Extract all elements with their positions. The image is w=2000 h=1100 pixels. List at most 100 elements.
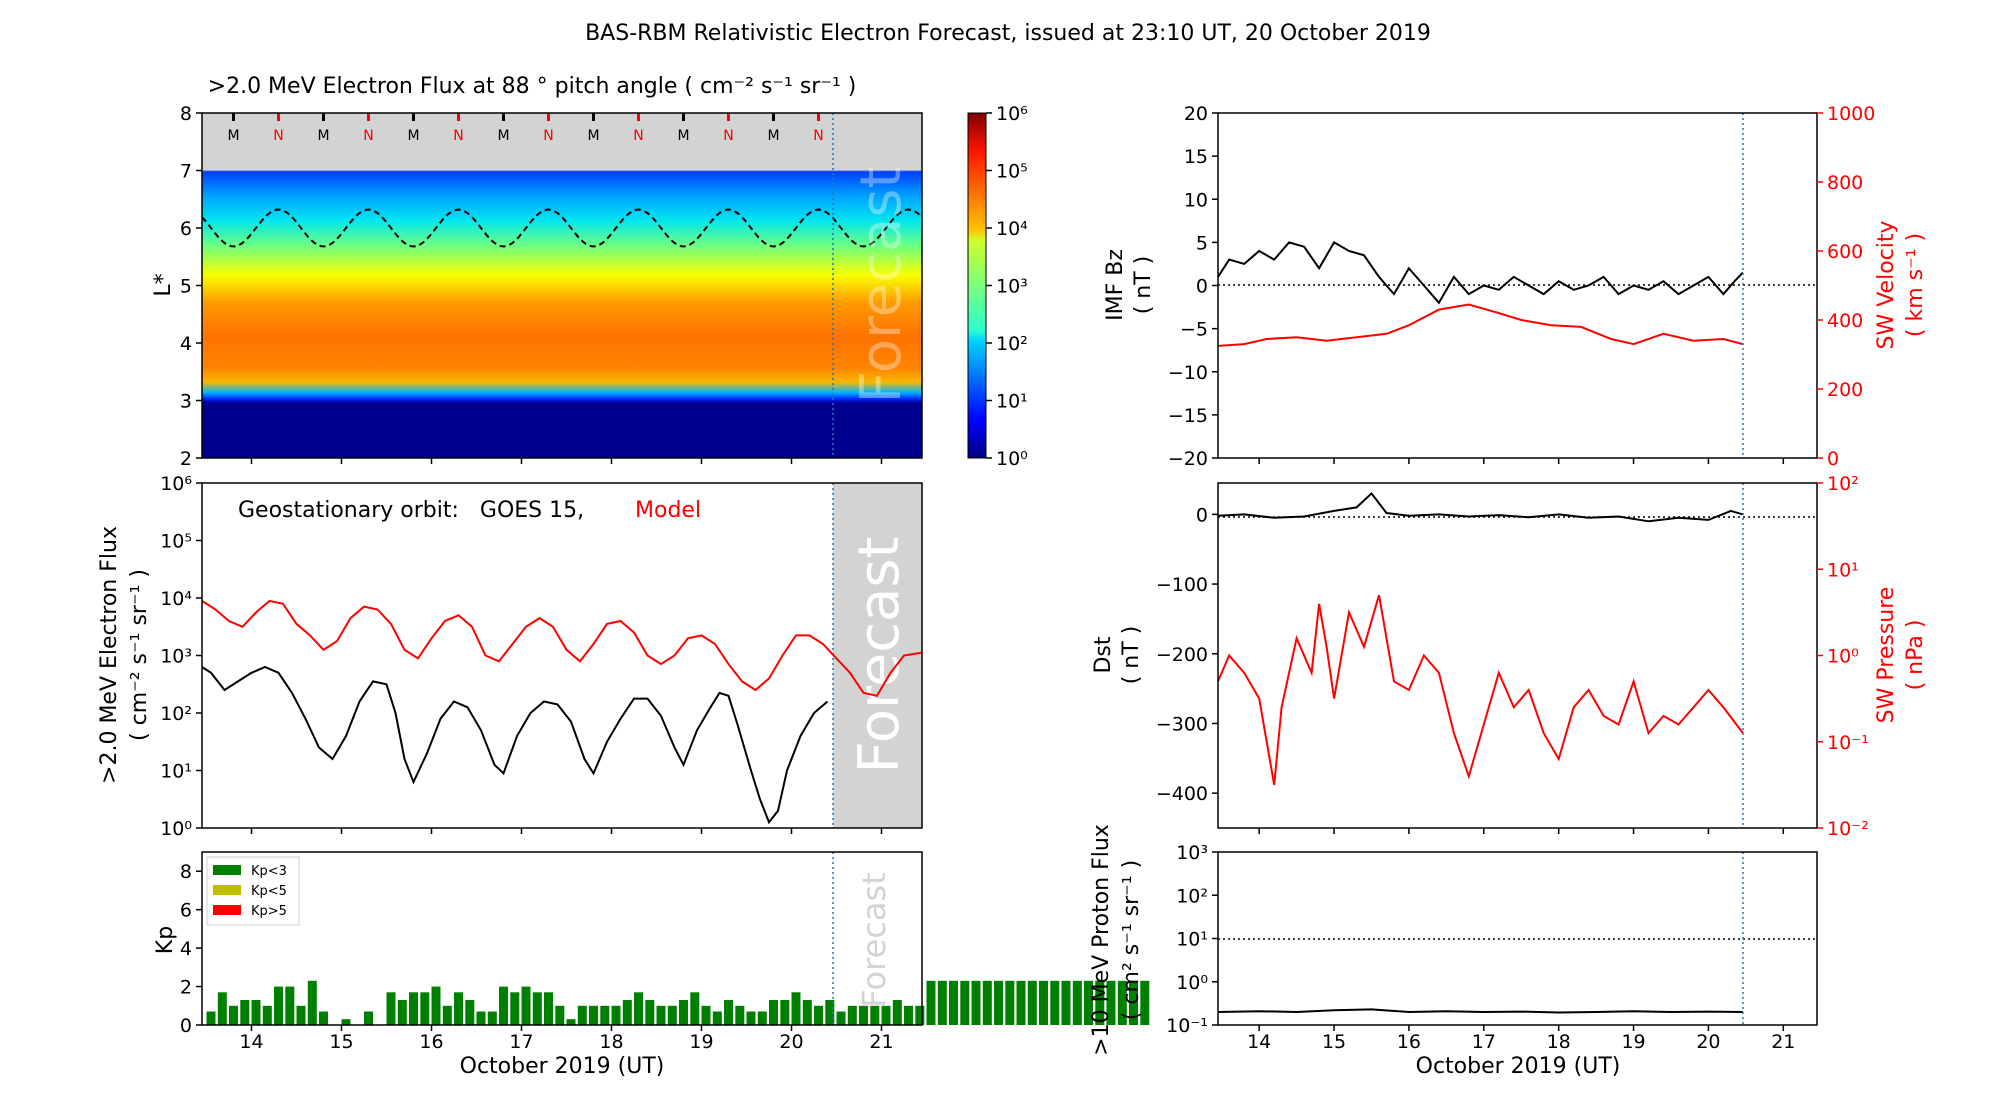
kp-bar <box>409 992 418 1025</box>
orbit-marker-label: N <box>813 128 823 144</box>
kp-bar <box>1129 980 1138 1025</box>
geo-model-line <box>201 599 923 697</box>
orbit-marker-label: N <box>453 128 463 144</box>
proton-frame <box>1217 851 1818 1026</box>
kp-bar <box>960 980 970 1025</box>
kp-bar <box>814 1005 823 1025</box>
kp-bar <box>397 1000 407 1025</box>
orbit-marker-label: N <box>363 128 373 144</box>
figure-title: BAS-RBM Relativistic Electron Forecast, … <box>585 21 1431 46</box>
x-tick-label-right: 18 <box>1547 1031 1571 1053</box>
geo-y-tick-label: 10¹ <box>160 761 192 783</box>
kp-bar <box>679 1000 688 1025</box>
kp-bar <box>364 1011 373 1025</box>
sw-pressure-line <box>1217 594 1744 786</box>
colorbar-tick-label: 10⁴ <box>996 218 1028 240</box>
kp-bar <box>1061 980 1071 1025</box>
proton-y-tick-label: 10² <box>1176 885 1208 907</box>
kp-legend-swatch <box>213 865 241 875</box>
geo-y-tick-label: 10³ <box>160 646 192 668</box>
x-tick-label-right: 17 <box>1472 1031 1496 1053</box>
sw-velocity-y-ticks-right: 0 200 400 600 800 1000 <box>1817 103 1875 470</box>
kp-bar <box>904 1005 913 1025</box>
bz-y-ticks-left: −20 −15 −10 −5 0 5 10 15 20 <box>1168 103 1218 470</box>
geo-ylabel-units: ( cm⁻² s⁻¹ sr⁻¹ ) <box>127 569 152 741</box>
kp-bar <box>712 1011 722 1025</box>
kp-bar <box>982 980 992 1025</box>
kp-bar <box>1140 980 1150 1025</box>
kp-bar <box>1117 980 1127 1025</box>
kp-bars <box>206 980 1150 1025</box>
bz-ylabel: IMF Bz <box>1103 249 1128 321</box>
bz-y-tick-label: 15 <box>1184 146 1208 168</box>
kp-y-ticks: 0 2 4 6 8 <box>180 861 202 1037</box>
kp-bar <box>487 1011 497 1025</box>
x-tick-label-right: 20 <box>1696 1031 1720 1053</box>
geo-frame <box>201 482 923 829</box>
kp-bar <box>1016 980 1026 1025</box>
kp-bar <box>454 992 463 1025</box>
colorbar-tick-label: 10¹ <box>996 391 1028 413</box>
kp-bar <box>1072 980 1082 1025</box>
kp-bar <box>892 1000 902 1025</box>
x-tick-label-left: 15 <box>329 1031 353 1053</box>
geo-y-tick-label: 10⁰ <box>160 818 192 840</box>
dst-y-tick-label: −400 <box>1156 783 1208 805</box>
heatmap-y-tick-label: 7 <box>180 161 192 183</box>
kp-bar <box>589 1005 598 1025</box>
bz-y-tick-label: −15 <box>1168 405 1208 427</box>
kp-bar <box>825 1000 835 1025</box>
kp-bar <box>555 1005 565 1025</box>
heatmap-ylabel: L* <box>151 273 176 296</box>
kp-bar <box>746 1011 756 1025</box>
kp-bar <box>229 1005 238 1025</box>
kp-bar <box>769 1000 778 1025</box>
heatmap-image <box>202 113 922 458</box>
kp-frame <box>201 851 923 1026</box>
orbit-marker-label: M <box>677 128 689 144</box>
orbit-marker-label: M <box>767 128 779 144</box>
proton-y-tick-label: 10³ <box>1176 842 1208 864</box>
bz-y-tick-label: 20 <box>1184 103 1208 125</box>
kp-bar <box>1106 980 1116 1025</box>
kp-bar <box>645 1000 655 1025</box>
kp-bar <box>262 1005 272 1025</box>
proton-flux-line <box>1217 1008 1743 1014</box>
kp-bar <box>465 1000 475 1025</box>
kp-bar <box>442 1005 452 1025</box>
kp-legend-label: Kp<3 <box>251 864 287 879</box>
x-tick-label-left: 14 <box>239 1031 263 1053</box>
x-tick-label-right: 15 <box>1322 1031 1346 1053</box>
kp-bar <box>926 980 936 1025</box>
kp-bar <box>285 986 295 1025</box>
heatmap-y-tick-label: 5 <box>180 276 192 298</box>
kp-y-tick-label: 6 <box>180 900 192 922</box>
heatmap-y-tick-label: 6 <box>180 218 192 240</box>
dst-y-ticks-left: −400 −300 −200 −100 0 <box>1156 504 1218 805</box>
kp-bar <box>532 992 542 1025</box>
x-axis-label-left: October 2019 (UT) <box>460 1054 665 1079</box>
heatmap-title: >2.0 MeV Electron Flux at 88 ° pitch ang… <box>208 74 857 99</box>
kp-bar <box>735 1005 745 1025</box>
heatmap-forecast-label: Forecast <box>849 167 914 404</box>
kp-bar <box>656 1005 666 1025</box>
orbit-marker-label: M <box>587 128 599 144</box>
dst-line <box>1217 492 1744 523</box>
kp-bar <box>780 1000 790 1025</box>
dst-ylabel: Dst <box>1091 636 1116 673</box>
velocity-y-tick-label: 400 <box>1827 310 1863 332</box>
kp-bar <box>611 1005 621 1025</box>
colorbar <box>967 112 987 459</box>
proton-ylabel: >10 MeV Proton Flux <box>1089 824 1114 1056</box>
panel-proton-flux: 10⁻¹ 10⁰ 10¹ 10² 10³ >10 MeV Proton Flux ( c… <box>1089 824 1818 1056</box>
heatmap-y-ticks: 2 3 4 5 6 7 8 <box>180 103 202 470</box>
dst-y-tick-label: −100 <box>1156 574 1208 596</box>
kp-y-tick-label: 0 <box>180 1015 192 1037</box>
geo-goes15-line <box>201 665 829 825</box>
orbit-marker-label: M <box>497 128 509 144</box>
kp-bar <box>307 980 317 1025</box>
kp-y-tick-label: 2 <box>180 977 192 999</box>
bz-y-tick-label: −5 <box>1180 319 1208 341</box>
geo-y-tick-label: 10⁶ <box>160 473 192 495</box>
dst-ylabel-units: ( nT ) <box>1119 626 1144 685</box>
